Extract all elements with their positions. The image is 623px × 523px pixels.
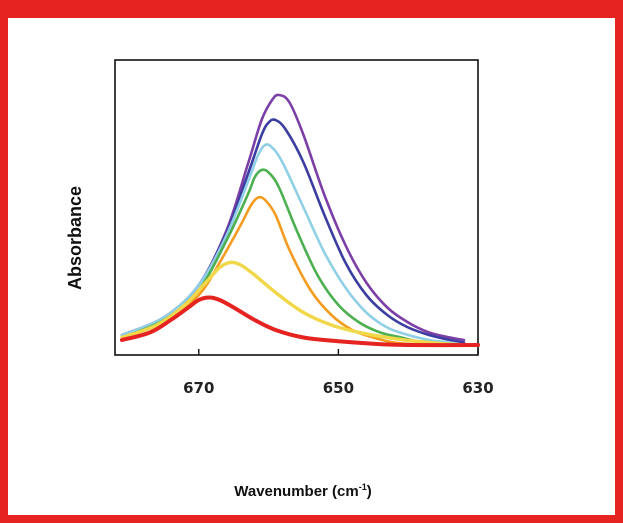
x-tick-label: 650	[323, 379, 354, 397]
series-line-6	[120, 260, 466, 347]
x-axis-label-sup: -1	[359, 482, 367, 492]
y-axis-label: Absorbance	[65, 186, 85, 290]
x-axis-label: Wavenumber (cm-1)	[234, 482, 372, 500]
absorbance-chart: 670 650 630 Absorbance Wavenumber (cm-1)	[65, 59, 494, 500]
x-axis-label-main: Wavenumber (cm	[234, 483, 358, 500]
series-line-3	[120, 143, 466, 347]
plot-area	[114, 59, 479, 356]
series-line-7	[120, 295, 480, 348]
series-line-4	[120, 168, 445, 347]
x-tick-label: 670	[183, 379, 214, 397]
x-axis-ticks: 670 650 630	[183, 349, 494, 397]
x-tick-label: 630	[462, 379, 493, 397]
series-group	[120, 93, 480, 348]
x-axis-label-tail: )	[367, 483, 372, 500]
figure-panel: 670 650 630 Absorbance Wavenumber (cm-1)	[8, 18, 615, 515]
